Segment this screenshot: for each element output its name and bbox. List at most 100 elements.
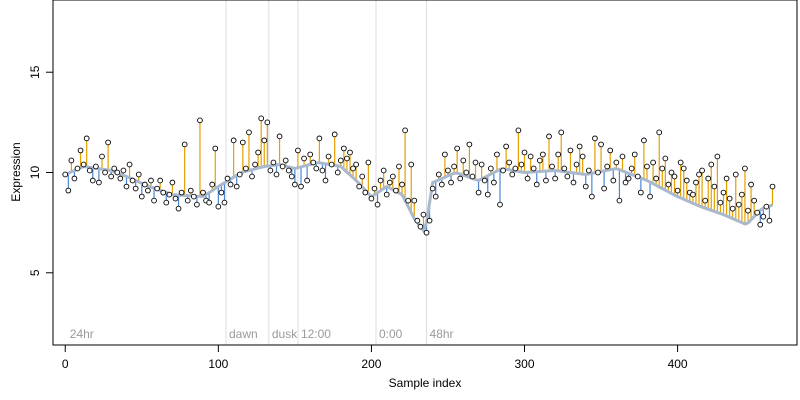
data-point [138,193,145,200]
data-point [166,191,173,198]
data-point [218,189,225,196]
data-point [625,175,632,182]
data-point [558,129,565,136]
data-point [301,155,307,162]
data-point [114,169,121,176]
data-point [432,193,439,200]
data-point [494,151,500,158]
data-point [671,173,678,180]
data-point [292,181,298,188]
data-point [680,165,687,172]
data-points [62,115,776,236]
data-point [641,137,647,144]
data-point [705,175,712,182]
data-point [105,139,111,146]
data-point [766,217,773,224]
data-point [353,161,359,168]
data-point [252,161,258,168]
data-point [279,163,286,170]
data-point [197,117,203,124]
data-point [212,145,219,152]
data-point [506,159,513,166]
data-point [129,177,136,184]
data-point [500,167,506,174]
data-point [368,195,375,202]
data-point [742,165,748,172]
data-point [540,151,546,158]
data-point [148,177,154,184]
y-axis: 5 10 15 [28,65,53,276]
data-point [163,199,170,206]
data-point [589,193,595,200]
data-point [720,189,727,196]
data-point [585,167,592,174]
data-point [527,153,534,160]
x-tick-label: 100 [208,357,228,371]
data-point [417,223,424,230]
data-point [175,205,182,212]
y-tick-label: 10 [28,166,42,180]
data-point [267,167,274,174]
data-point [273,171,280,178]
data-point [726,195,733,202]
data-point [573,161,580,168]
data-point [221,199,228,206]
data-point [377,177,384,184]
data-point [748,181,754,188]
data-point [491,179,497,186]
data-point [145,187,151,194]
data-point [298,183,304,190]
data-point [249,173,255,180]
x-axis: 0 100 200 300 400 [62,344,688,371]
data-point [230,137,237,144]
data-point [579,153,586,160]
data-point [601,185,607,192]
data-point [665,181,672,188]
data-point [735,201,742,208]
data-point [438,181,445,188]
data-point [653,175,660,182]
data-point [181,141,188,148]
x-tick-label: 400 [668,357,688,371]
data-point [371,185,378,192]
data-point [96,179,102,186]
data-point [341,145,347,152]
data-point [530,165,537,172]
data-point [337,157,344,164]
data-point [723,175,730,182]
annotation-label: dawn [229,327,258,341]
data-point [451,163,457,170]
data-point [769,183,776,190]
data-point [420,211,427,218]
annotation-label: 24hr [70,327,94,341]
data-point [313,165,320,172]
data-point [472,159,479,166]
annotation-lines [225,0,428,345]
data-point [696,171,702,178]
data-point [509,171,516,178]
y-axis-label: Expression [9,142,23,201]
data-point [754,209,761,216]
data-point [178,189,185,196]
data-point [390,173,396,180]
data-point [142,181,148,188]
data-point [347,149,353,156]
data-point [270,159,277,166]
data-point [187,187,194,194]
data-point [582,183,589,190]
data-point [386,179,393,186]
data-point [576,143,583,150]
x-tick-label: 0 [62,357,69,371]
data-point [194,201,200,208]
data-point [481,177,488,184]
data-point [414,217,421,224]
data-point [350,165,356,172]
data-point [264,119,271,126]
data-point [435,171,442,178]
annotation-labels: 24hr dawn dusk 12:00 0:00 48hr [70,327,454,341]
data-point [331,131,338,138]
data-point [93,163,99,170]
data-point [683,177,690,184]
data-point [276,133,283,140]
